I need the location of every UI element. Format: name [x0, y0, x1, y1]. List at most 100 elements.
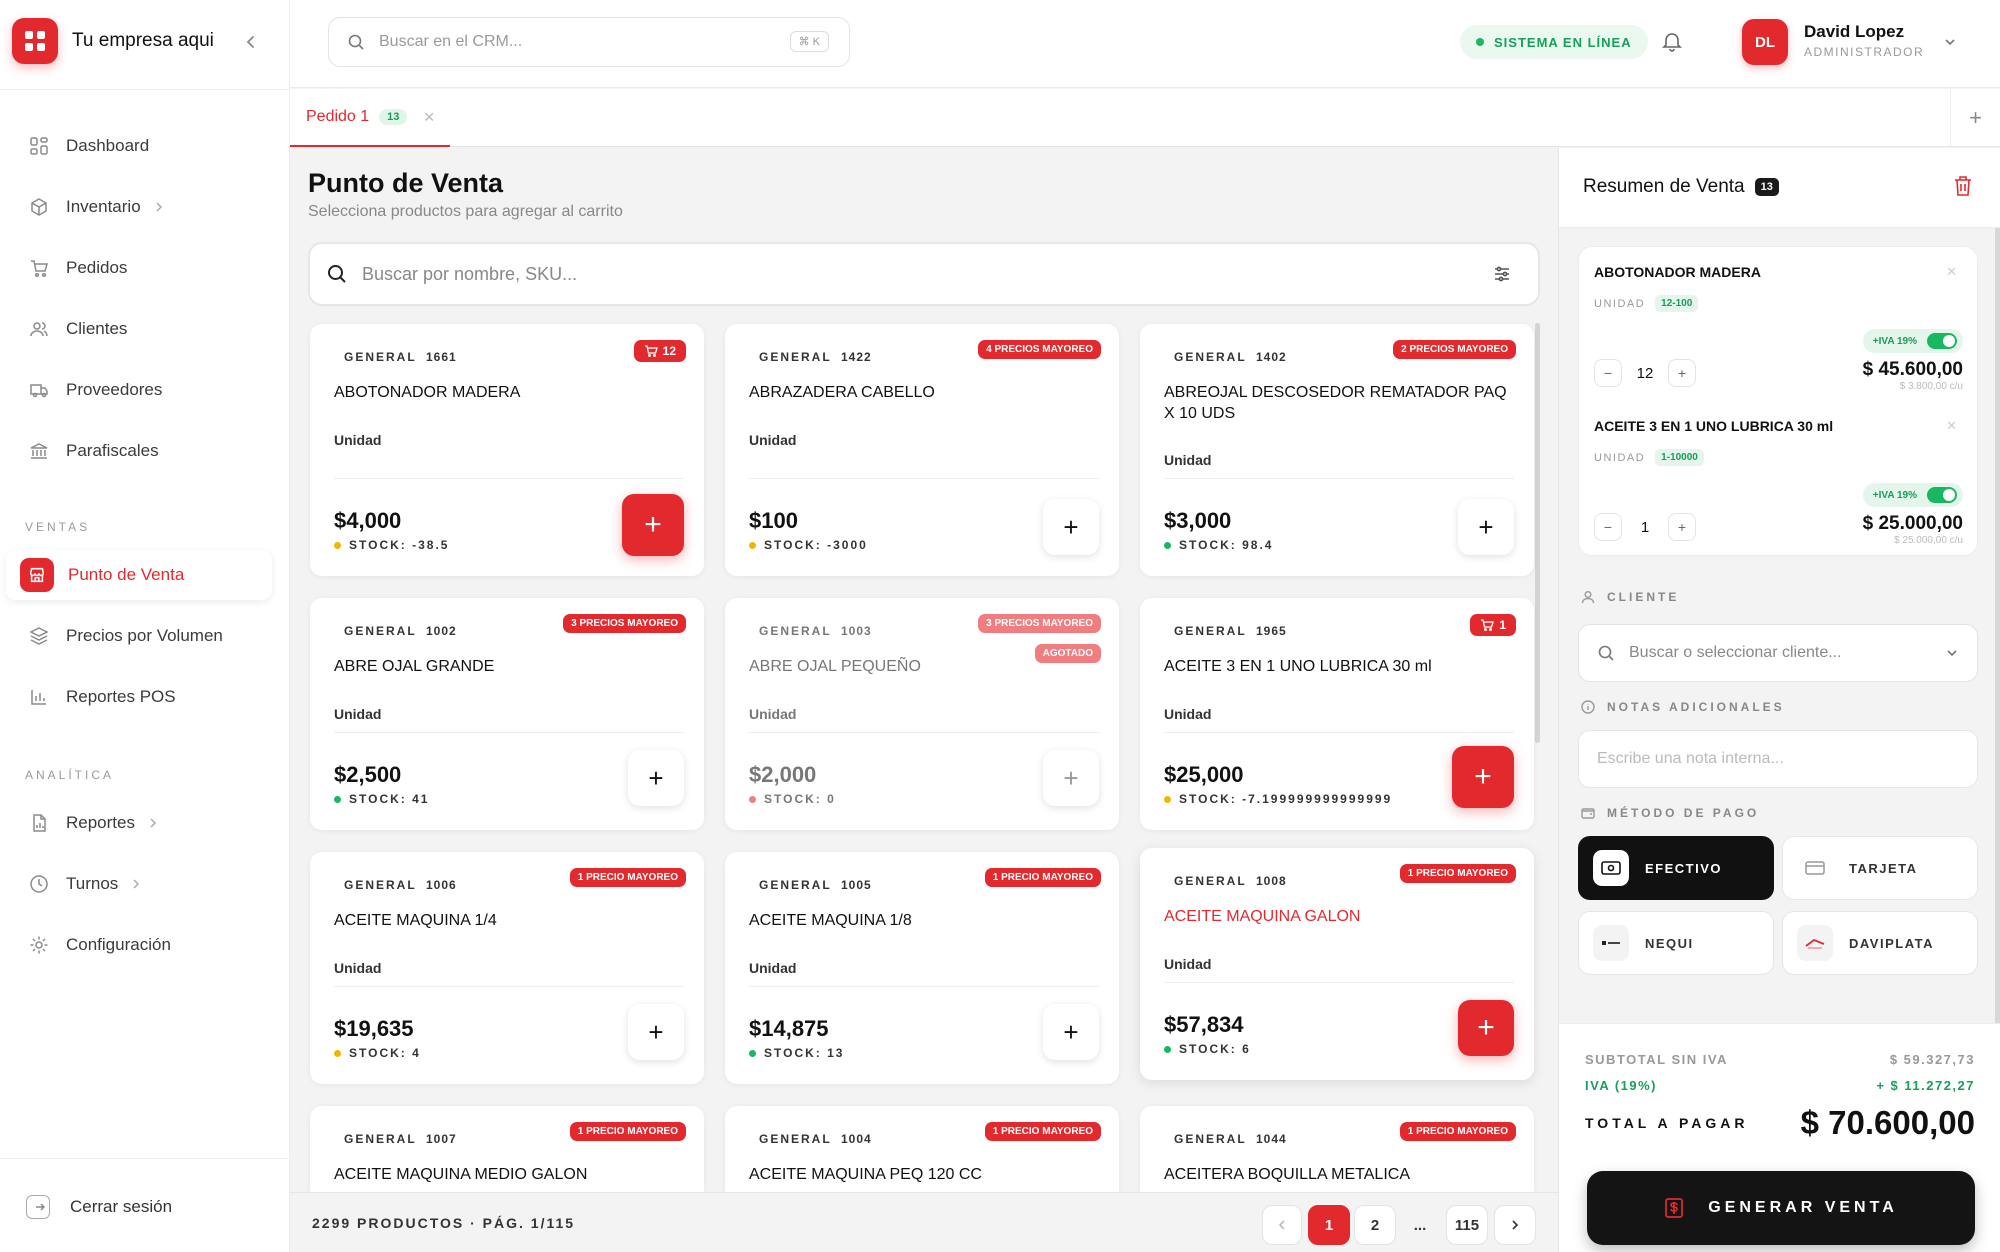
stock-dot-icon: [334, 1049, 341, 1057]
generate-sale-button[interactable]: GENERAR VENTA: [1587, 1171, 1975, 1245]
tab-pedido-1[interactable]: Pedido 1 13 ✕: [290, 89, 450, 147]
payment-efectivo[interactable]: EFECTIVO: [1578, 836, 1774, 900]
notes-field[interactable]: [1578, 730, 1978, 788]
product-unit: Unidad: [1164, 956, 1212, 972]
remove-item-icon[interactable]: ✕: [1946, 264, 1957, 279]
scrollbar[interactable]: [1995, 228, 2000, 1023]
decrement-button[interactable]: −: [1594, 359, 1622, 387]
add-to-cart-button[interactable]: +: [622, 494, 684, 556]
stock-dot-icon: [334, 541, 341, 549]
quantity-value[interactable]: 1: [1640, 518, 1650, 536]
page-button[interactable]: 2: [1354, 1205, 1396, 1245]
payment-daviplata[interactable]: DAVIPLATA: [1782, 911, 1978, 975]
product-price: $19,635: [334, 1016, 414, 1041]
add-to-cart-button[interactable]: +: [1458, 499, 1514, 555]
client-select[interactable]: [1578, 624, 1978, 682]
decrement-button[interactable]: −: [1594, 513, 1622, 541]
collapse-sidebar-icon[interactable]: [241, 32, 261, 52]
stock-dot-icon: [749, 1049, 756, 1057]
payment-tarjeta[interactable]: TARJETA: [1782, 836, 1978, 900]
sidebar-item-pedidos[interactable]: Pedidos: [6, 243, 272, 293]
logout-button[interactable]: Cerrar sesión: [26, 1195, 172, 1219]
sidebar-item-dashboard[interactable]: Dashboard: [6, 121, 272, 171]
bar-chart-icon: [28, 686, 50, 708]
search-icon: [326, 263, 348, 285]
increment-button[interactable]: +: [1668, 513, 1696, 541]
product-card[interactable]: GENERAL 1661 12 ABOTONADOR MADERA Unidad…: [310, 324, 704, 576]
add-to-cart-button[interactable]: +: [1043, 1004, 1099, 1060]
add-to-cart-button[interactable]: +: [628, 1004, 684, 1060]
cart-icon: [1481, 619, 1495, 631]
increment-button[interactable]: +: [1668, 359, 1696, 387]
avatar[interactable]: DL: [1742, 19, 1788, 65]
product-code: 1004: [841, 1132, 872, 1146]
notes-input[interactable]: [1597, 750, 1947, 768]
product-card[interactable]: GENERAL 1004 1 PRECIO MAYOREO ACEITE MAQ…: [725, 1106, 1119, 1192]
add-to-cart-button[interactable]: +: [1452, 746, 1514, 808]
sidebar-item-turnos[interactable]: Turnos: [6, 859, 272, 909]
product-name: ACEITE MAQUINA PEQ 120 CC: [749, 1166, 982, 1183]
divider: [0, 89, 290, 90]
sidebar-item-configuracion[interactable]: Configuración: [6, 920, 272, 970]
product-card[interactable]: GENERAL 1003 3 PRECIOS MAYOREO AGOTADO A…: [725, 598, 1119, 830]
chevron-down-icon[interactable]: [1945, 646, 1959, 660]
sidebar-item-punto-de-venta[interactable]: Punto de Venta: [6, 550, 272, 600]
iva-toggle[interactable]: +IVA 19%: [1862, 483, 1963, 507]
toggle-switch-icon: [1927, 333, 1957, 349]
product-card[interactable]: GENERAL 1008 1 PRECIO MAYOREO ACEITE MAQ…: [1140, 848, 1534, 1080]
crm-search-input[interactable]: [379, 33, 759, 51]
divider: [749, 732, 1099, 733]
close-icon[interactable]: ✕: [423, 108, 436, 125]
product-card[interactable]: GENERAL 1007 1 PRECIO MAYOREO ACEITE MAQ…: [310, 1106, 704, 1192]
sidebar-item-parafiscales[interactable]: Parafiscales: [6, 426, 272, 476]
product-card[interactable]: GENERAL 1005 1 PRECIO MAYOREO ACEITE MAQ…: [725, 852, 1119, 1084]
brand-name: Tu empresa aqui: [72, 30, 214, 51]
sidebar-item-precios-por-volumen[interactable]: Precios por Volumen: [6, 611, 272, 661]
sale-summary-panel: Resumen de Venta 13 ABOTONADOR MADERA ✕ …: [1558, 148, 2000, 1252]
product-search-input[interactable]: [362, 263, 1362, 285]
product-price: $14,875: [749, 1016, 829, 1041]
page-button[interactable]: 1: [1308, 1205, 1350, 1245]
bell-icon[interactable]: [1660, 29, 1684, 53]
client-search-input[interactable]: [1629, 644, 1929, 662]
wholesale-badge: 1 PRECIO MAYOREO: [984, 868, 1101, 887]
brand[interactable]: Tu empresa aqui: [12, 18, 214, 64]
page-button[interactable]: 115: [1446, 1205, 1488, 1245]
product-search[interactable]: [308, 242, 1540, 306]
next-page-button[interactable]: [1494, 1205, 1536, 1245]
product-price: $25,000: [1164, 762, 1244, 787]
crm-search[interactable]: ⌘ K: [328, 17, 850, 67]
product-card[interactable]: GENERAL 1965 1 ACEITE 3 EN 1 UNO LUBRICA…: [1140, 598, 1534, 830]
sidebar-item-reportes-pos[interactable]: Reportes POS: [6, 672, 272, 722]
product-category: GENERAL: [759, 350, 832, 364]
user-name[interactable]: David Lopez: [1804, 22, 1905, 41]
quantity-value[interactable]: 12: [1636, 364, 1654, 382]
sidebar-item-reportes[interactable]: Reportes: [6, 798, 272, 848]
product-card[interactable]: GENERAL 1422 4 PRECIOS MAYOREO ABRAZADER…: [725, 324, 1119, 576]
iva-toggle[interactable]: +IVA 19%: [1862, 329, 1963, 353]
product-code: 1965: [1256, 624, 1287, 638]
product-card[interactable]: GENERAL 1044 1 PRECIO MAYOREO ACEITERA B…: [1140, 1106, 1534, 1192]
sidebar-item-clientes[interactable]: Clientes: [6, 304, 272, 354]
product-card[interactable]: GENERAL 1006 1 PRECIO MAYOREO ACEITE MAQ…: [310, 852, 704, 1084]
subtotal-row: SUBTOTAL SIN IVA $ 59.327,73: [1585, 1052, 1975, 1067]
add-to-cart-button[interactable]: +: [1458, 1000, 1514, 1056]
remove-item-icon[interactable]: ✕: [1946, 418, 1957, 433]
sidebar-item-proveedores[interactable]: Proveedores: [6, 365, 272, 415]
product-unit: Unidad: [334, 706, 382, 722]
trash-icon[interactable]: [1953, 175, 1973, 197]
add-tab-button[interactable]: +: [1950, 89, 2000, 147]
product-card[interactable]: GENERAL 1402 2 PRECIOS MAYOREO ABREOJAL …: [1140, 324, 1534, 576]
add-to-cart-button[interactable]: +: [1043, 750, 1099, 806]
generate-sale-label: GENERAR VENTA: [1708, 1199, 1898, 1216]
add-to-cart-button[interactable]: +: [628, 750, 684, 806]
prev-page-button[interactable]: [1262, 1205, 1302, 1245]
filter-sliders-icon[interactable]: [1492, 264, 1512, 284]
product-category: GENERAL: [1174, 1132, 1247, 1146]
scrollbar[interactable]: [1535, 323, 1540, 743]
sidebar-item-inventario[interactable]: Inventario: [6, 182, 272, 232]
payment-nequi[interactable]: NEQUI: [1578, 911, 1774, 975]
chevron-down-icon[interactable]: [1942, 34, 1958, 50]
product-card[interactable]: GENERAL 1002 3 PRECIOS MAYOREO ABRE OJAL…: [310, 598, 704, 830]
add-to-cart-button[interactable]: +: [1043, 499, 1099, 555]
